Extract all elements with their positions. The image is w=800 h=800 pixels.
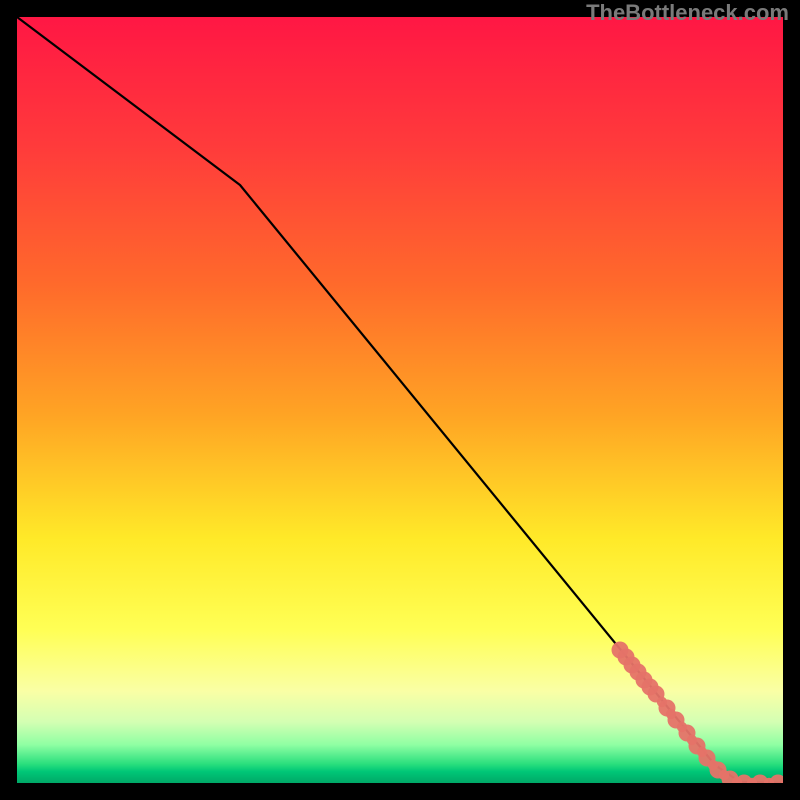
chart-stage: TheBottleneck.com — [0, 0, 800, 800]
heat-gradient — [17, 17, 783, 783]
plot-area — [17, 17, 791, 792]
watermark-text: TheBottleneck.com — [586, 0, 789, 26]
chart-svg — [0, 0, 800, 800]
